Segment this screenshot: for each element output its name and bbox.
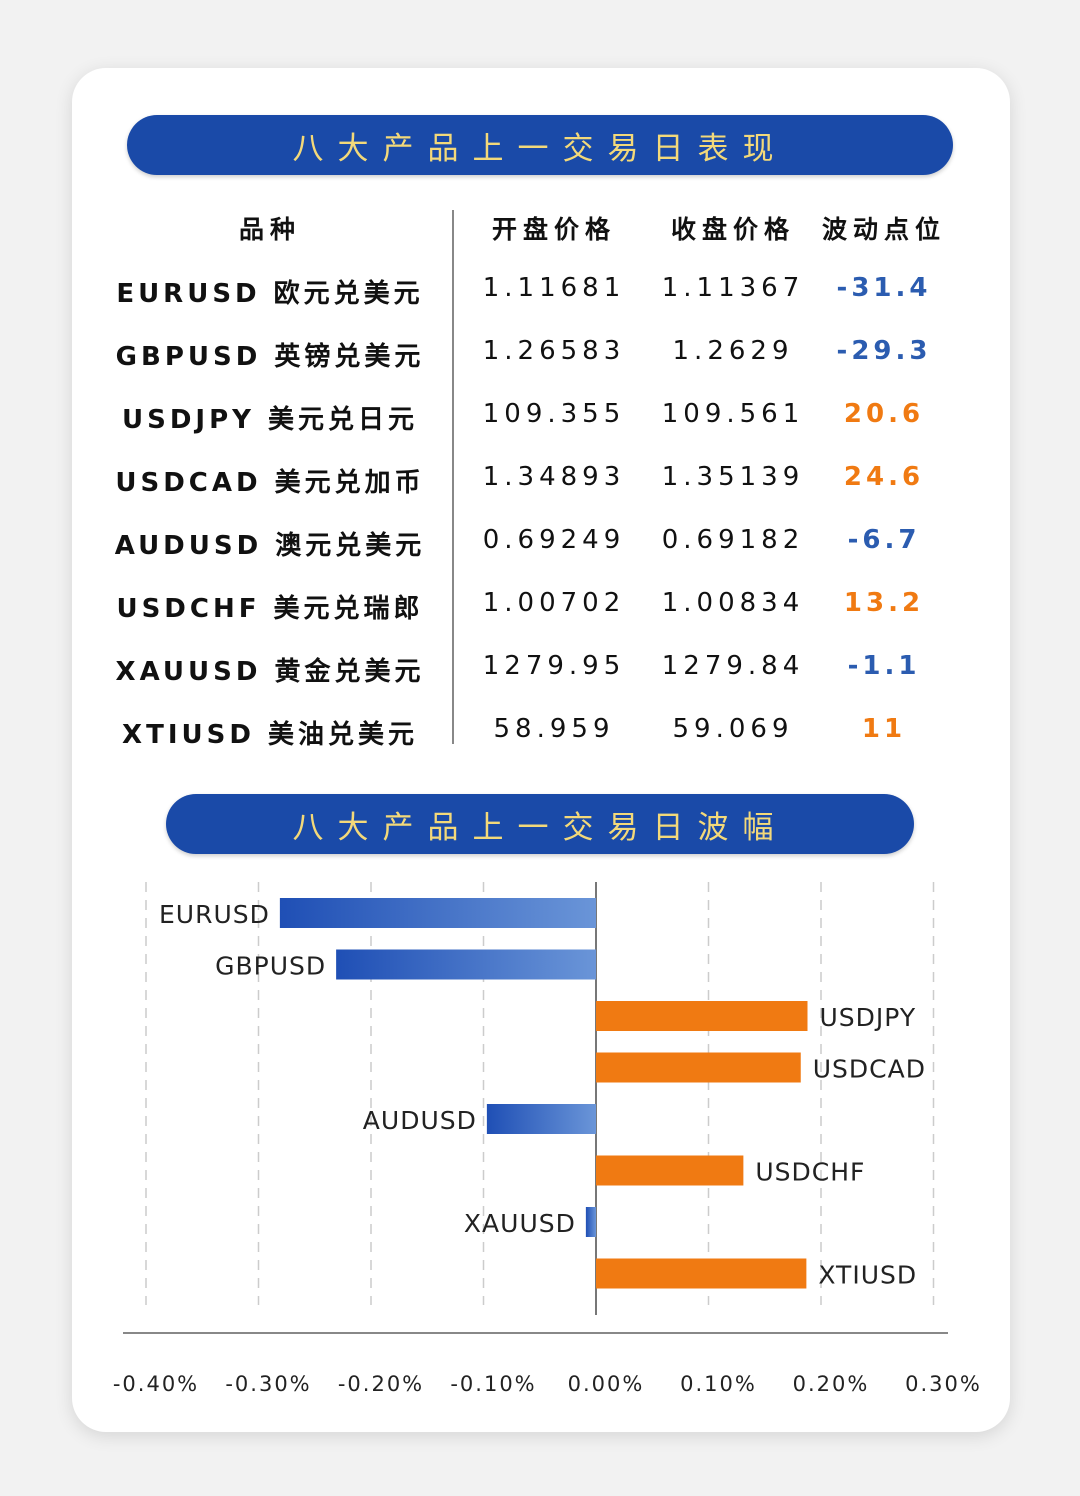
x-tick-label: 0.10%: [680, 1372, 757, 1396]
instrument-name: AUDUSD 澳元兑美元: [114, 531, 426, 561]
instrument-name: USDCHF 美元兑瑞郎: [116, 594, 424, 624]
bar-eurusd: [279, 898, 596, 928]
bar-label: GBPUSD: [215, 952, 326, 981]
column-header: 波动点位: [821, 215, 947, 244]
bar-label: XAUUSD: [464, 1209, 576, 1238]
bar-usdcad: [596, 1052, 801, 1083]
chart-title-banner: 八大产品上一交易日波幅: [166, 794, 914, 854]
close-price: 1279.84: [661, 651, 805, 681]
x-tick-label: -0.10%: [450, 1372, 536, 1396]
x-tick-label: -0.40%: [113, 1372, 199, 1396]
x-tick-label: 0.30%: [905, 1372, 982, 1396]
bar-label: USDCHF: [755, 1158, 865, 1187]
bar-label: USDCAD: [813, 1055, 926, 1084]
pip-change: -6.7: [847, 525, 921, 555]
x-tick-label: -0.30%: [225, 1372, 311, 1396]
bar-gbpusd: [336, 949, 596, 980]
instrument-name: EURUSD 欧元兑美元: [116, 279, 424, 309]
open-price: 1.11681: [482, 273, 626, 303]
open-price: 1279.95: [482, 651, 626, 681]
pip-change: 24.6: [843, 462, 925, 492]
bar-label: XTIUSD: [818, 1261, 917, 1290]
instrument-name: USDJPY 美元兑日元: [121, 405, 419, 435]
column-header: 收盘价格: [670, 215, 796, 244]
open-price: 58.959: [493, 714, 615, 744]
column-header: 品种: [238, 215, 302, 244]
bar-xtiusd: [596, 1258, 807, 1289]
x-tick-label: -0.20%: [338, 1372, 424, 1396]
instrument-name: XTIUSD 美油兑美元: [122, 720, 418, 750]
column-header: 开盘价格: [491, 215, 617, 244]
x-tick-label: 0.00%: [568, 1372, 645, 1396]
close-price: 1.00834: [661, 588, 805, 618]
bar-xauusd: [585, 1207, 596, 1237]
open-price: 1.34893: [482, 462, 626, 492]
open-price: 1.26583: [482, 336, 626, 366]
open-price: 1.00702: [482, 588, 626, 618]
report-card: [72, 68, 1010, 1432]
bar-usdchf: [596, 1155, 744, 1186]
close-price: 0.69182: [661, 525, 805, 555]
table-title-banner: 八大产品上一交易日表现: [127, 115, 953, 175]
bar-audusd: [486, 1104, 596, 1134]
pip-change: -31.4: [836, 273, 932, 303]
pip-change: -1.1: [847, 651, 921, 681]
pip-change: 11: [861, 714, 907, 744]
close-price: 1.2629: [672, 336, 794, 366]
close-price: 1.11367: [661, 273, 805, 303]
close-price: 109.561: [661, 399, 805, 429]
instrument-name: XAUUSD 黄金兑美元: [115, 657, 425, 687]
pip-change: 20.6: [843, 399, 925, 429]
x-tick-label: 0.20%: [793, 1372, 870, 1396]
bar-usdjpy: [596, 1001, 808, 1031]
bar-label: EURUSD: [159, 900, 270, 929]
pip-change: 13.2: [843, 588, 925, 618]
instrument-name: USDCAD 美元兑加币: [115, 468, 425, 498]
open-price: 109.355: [482, 399, 626, 429]
bar-label: USDJPY: [820, 1003, 917, 1032]
column-divider: [452, 210, 454, 744]
close-price: 1.35139: [661, 462, 805, 492]
instrument-name: GBPUSD 英镑兑美元: [115, 342, 425, 372]
close-price: 59.069: [672, 714, 794, 744]
open-price: 0.69249: [482, 525, 626, 555]
bar-label: AUDUSD: [363, 1106, 477, 1135]
pip-change: -29.3: [836, 336, 932, 366]
